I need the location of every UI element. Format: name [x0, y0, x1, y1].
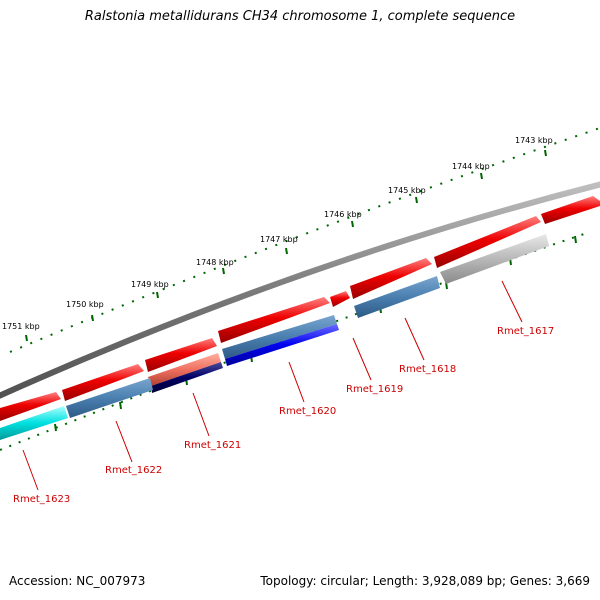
accession-text: Accession: NC_007973 [9, 574, 146, 588]
label-leaders [22, 280, 523, 491]
map-title: Ralstonia metallidurans CH34 chromosome … [84, 9, 516, 24]
leader-rmet-1619 [352, 337, 372, 381]
gene-rmet-1621-inner-arrow[interactable] [151, 362, 223, 393]
tick-1748 [222, 267, 225, 275]
leader-rmet-1622 [115, 420, 133, 463]
forward-gene-arrow[interactable] [218, 297, 330, 343]
scale-labels: 1743 kbp 1744 kbp 1745 kbp 1746 kbp 1747… [2, 136, 553, 331]
gene-rmet-1620-inner-arrow[interactable] [225, 324, 339, 366]
gene-rmet-1618-arrow[interactable] [354, 276, 440, 318]
leader-rmet-1617 [501, 280, 523, 323]
scale-label: 1750 kbp [66, 300, 104, 309]
scale-label: 1751 kbp [2, 322, 40, 331]
forward-gene-arrow[interactable] [541, 196, 600, 224]
gene-labels: Rmet_1617 Rmet_1618 Rmet_1619 Rmet_1620 … [13, 326, 554, 505]
reverse-strand-genes [0, 234, 549, 440]
scale-label: 1749 kbp [131, 280, 169, 289]
forward-gene-arrow[interactable] [62, 364, 144, 401]
gene-label-rmet-1617[interactable]: Rmet_1617 [497, 326, 554, 337]
genome-summary-text: Topology: circular; Length: 3,928,089 bp… [260, 574, 590, 588]
forward-strand-genes [0, 196, 600, 421]
gene-label-rmet-1618[interactable]: Rmet_1618 [399, 364, 456, 375]
leader-rmet-1623 [22, 449, 39, 491]
tick-1747 [285, 247, 288, 255]
outer-major-ticks [25, 149, 547, 342]
forward-gene-arrow[interactable] [0, 392, 61, 421]
leader-rmet-1621 [192, 392, 210, 437]
gene-rmet-1620-arrow[interactable] [222, 315, 337, 359]
tick-1745 [415, 196, 418, 204]
scale-label: 1747 kbp [260, 235, 298, 244]
gene-rmet-1621-arrow[interactable] [148, 353, 221, 386]
outer-scale-dots [9, 127, 600, 353]
chromosome-backbone [0, 181, 600, 399]
leader-rmet-1618 [404, 317, 425, 361]
forward-gene-arrow[interactable] [330, 291, 350, 307]
scale-label: 1745 kbp [388, 186, 426, 195]
tick-1750 [91, 314, 94, 322]
gene-rmet-1622-arrow[interactable] [66, 378, 153, 418]
forward-gene-arrow[interactable] [350, 258, 432, 299]
gene-label-rmet-1619[interactable]: Rmet_1619 [346, 384, 403, 395]
tick-1743 [544, 149, 547, 157]
gene-rmet-1623-arrow[interactable] [0, 406, 68, 440]
tick-1746 [351, 220, 354, 228]
scale-label: 1748 kbp [196, 258, 234, 267]
gene-rmet-1617-arrow[interactable] [440, 234, 549, 284]
leader-rmet-1620 [288, 361, 305, 403]
forward-gene-arrow[interactable] [145, 338, 217, 372]
forward-gene-arrow[interactable] [434, 216, 541, 268]
inner-scale-dots [0, 231, 591, 451]
tick-1751 [25, 334, 28, 342]
gene-label-rmet-1621[interactable]: Rmet_1621 [184, 440, 241, 451]
scale-label: 1744 kbp [452, 162, 490, 171]
gene-label-rmet-1623[interactable]: Rmet_1623 [13, 494, 70, 505]
scale-label: 1746 kbp [324, 210, 362, 219]
scale-label: 1743 kbp [515, 136, 553, 145]
tick-1744 [480, 172, 483, 180]
gene-label-rmet-1622[interactable]: Rmet_1622 [105, 465, 162, 476]
gene-label-rmet-1620[interactable]: Rmet_1620 [279, 406, 336, 417]
tick-1749 [156, 291, 159, 299]
